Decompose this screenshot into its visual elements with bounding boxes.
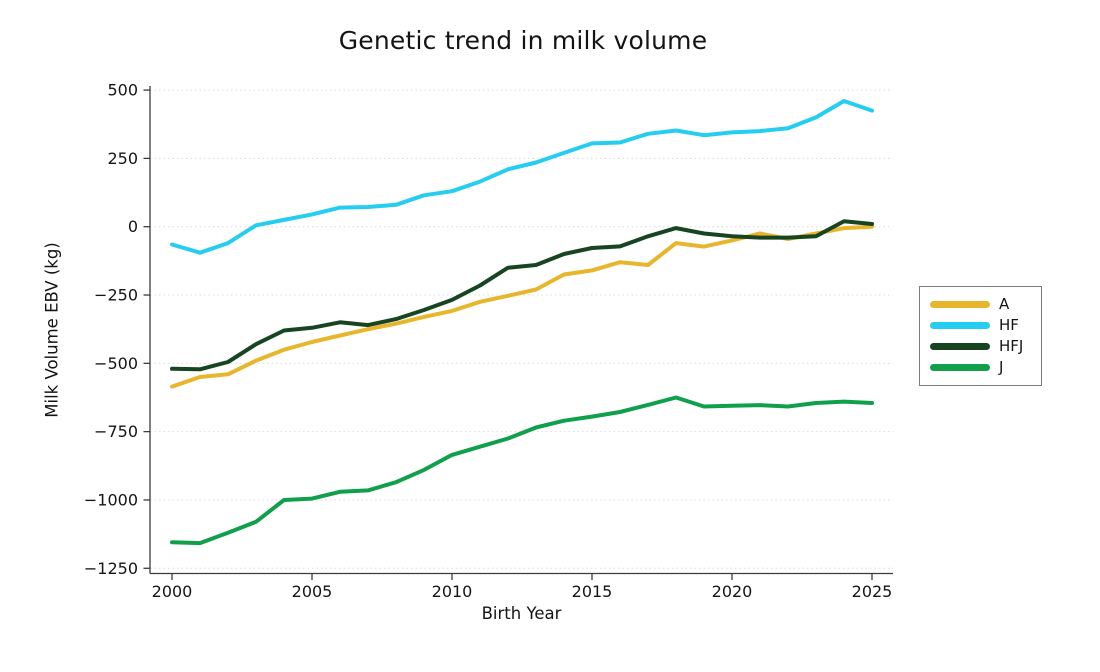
legend-item-HFJ: HFJ: [930, 338, 1031, 355]
y-tick-label: 500: [107, 81, 138, 100]
legend-label-HFJ: HFJ: [999, 337, 1024, 355]
x-tick-label: 2005: [292, 582, 333, 601]
y-tick-label: 0: [128, 217, 138, 236]
legend-item-HF: HF: [930, 317, 1031, 334]
y-tick-label: −1250: [84, 559, 138, 578]
x-tick-label: 2025: [852, 582, 893, 601]
legend-label-A: A: [999, 295, 1010, 313]
series-line-J: [170, 395, 874, 546]
chart-title: Genetic trend in milk volume: [338, 26, 708, 55]
legend-item-A: A: [930, 296, 1031, 313]
legend-label-HF: HF: [999, 316, 1019, 334]
x-tick-label: 2020: [712, 582, 753, 601]
y-tick-label: −1000: [84, 490, 138, 509]
legend-box: A HF HFJ J: [919, 286, 1042, 386]
x-tick-label: 2010: [432, 582, 473, 601]
legend-swatch-HFJ: [930, 343, 990, 350]
series-line-HFJ: [170, 219, 874, 372]
legend-item-J: J: [930, 359, 1031, 376]
legend-swatch-J: [930, 364, 990, 371]
legend-swatch-A: [930, 301, 990, 308]
x-axis-title: Birth Year: [481, 604, 562, 623]
x-tick-label: 2000: [152, 582, 193, 601]
y-tick-label: −750: [94, 422, 138, 441]
legend-swatch-HF: [930, 322, 990, 329]
legend-label-J: J: [999, 358, 1004, 376]
y-tick-label: −250: [94, 286, 138, 305]
x-tick-label: 2015: [572, 582, 613, 601]
y-tick-label: 250: [107, 149, 138, 168]
y-tick-label: −500: [94, 354, 138, 373]
series-line-A: [170, 224, 874, 389]
series-line-HF: [170, 99, 874, 255]
